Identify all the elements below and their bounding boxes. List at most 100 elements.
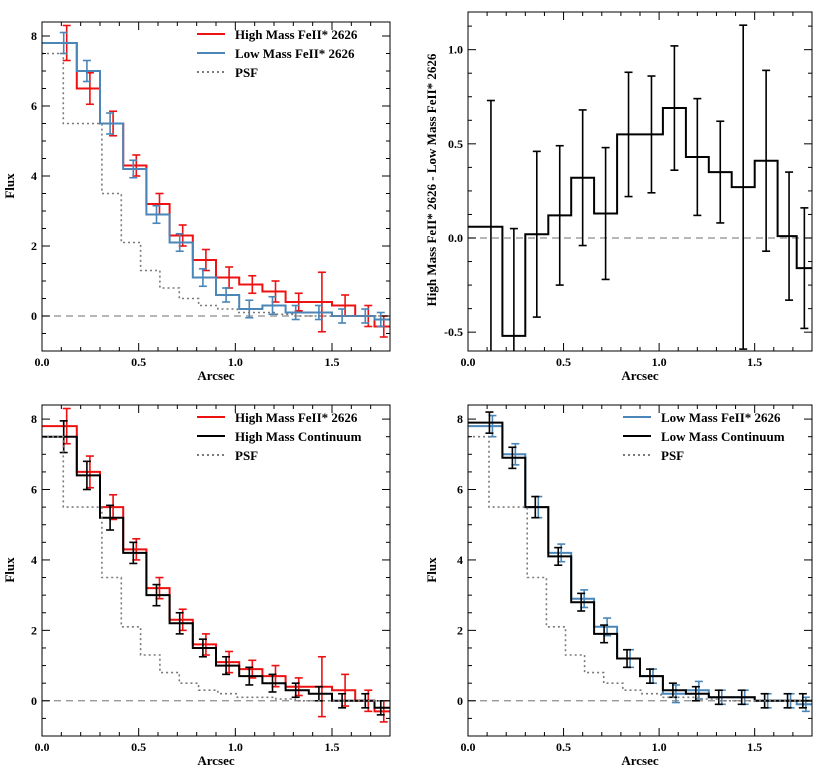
error-bar: [222, 287, 231, 303]
error-bar: [152, 204, 161, 225]
y-tick-label: 2: [457, 623, 463, 637]
legend: High Mass FeII* 2626 High Mass Continuum P…: [197, 410, 362, 463]
legend: Low Mass FeII* 2626 Low Mass Continuum PSF: [623, 410, 785, 463]
y-axis-label: High Mass FeII* 2626 - Low Mass FeII* 26…: [424, 53, 439, 306]
error-bar: [647, 75, 656, 194]
error-bar: [106, 112, 115, 135]
plot-frame: [467, 11, 813, 352]
error-bar: [555, 144, 564, 286]
error-bar: [198, 638, 207, 658]
error-bar: [338, 308, 347, 324]
legend-label-low-mass-continuum: Low Mass Continuum: [661, 429, 785, 444]
x-tick-label: 1.0: [228, 740, 243, 754]
y-tick-label: 6: [457, 483, 463, 497]
y-tick-label: 0.0: [448, 231, 463, 245]
data-layer: [468, 24, 812, 351]
legend-label-high-mass-continuum: High Mass Continuum: [235, 429, 362, 444]
error-bar: [248, 274, 257, 295]
error-bar: [600, 624, 609, 644]
error-bar: [716, 120, 725, 224]
error-bar: [291, 682, 300, 699]
error-bar: [361, 692, 370, 709]
error-bar: [578, 109, 587, 247]
x-axis-label: Arcsec: [621, 753, 659, 768]
panel-bottom-left: 0.0 0.5 1.0 1.5 0 2 4 6 8 Arcsec Flux High Mass FeI…: [2, 404, 391, 768]
y-tick-label: 8: [457, 412, 463, 426]
series-line-low-mass-feii-2626: [42, 42, 390, 321]
error-bar: [291, 304, 300, 321]
legend-label-psf: PSF: [661, 448, 684, 463]
error-bar: [175, 232, 184, 253]
y-tick-label: 0.5: [448, 137, 463, 151]
error-bar: [691, 685, 700, 702]
error-bar: [783, 692, 792, 709]
y-tick-label: 0: [31, 694, 37, 708]
error-bar: [129, 541, 138, 565]
error-bar: [82, 460, 91, 491]
error-bar: [175, 611, 184, 635]
y-axis-label: Flux: [2, 557, 17, 583]
panel-top-left: 0.0 0.5 1.0 1.5 0 2 4 6 8 Arcsec Flux High Mass FeI…: [2, 21, 391, 383]
y-tick-label: 4: [31, 553, 37, 567]
error-bar: [693, 97, 702, 217]
x-tick-label: 1.5: [747, 740, 762, 754]
series-line-difference: [468, 107, 812, 337]
error-bar: [798, 692, 807, 709]
error-bar: [106, 504, 115, 531]
error-bar: [601, 146, 610, 281]
y-tick-label: 6: [31, 99, 37, 113]
series-difference: [468, 24, 812, 351]
error-bar: [577, 592, 586, 612]
legend-label-low-mass-feii-2626: Low Mass FeII* 2626: [235, 46, 355, 61]
x-tick-label: 0.0: [461, 740, 476, 754]
error-bar: [314, 304, 323, 321]
x-tick-label: 1.5: [325, 740, 340, 754]
y-axis-label: Flux: [2, 173, 17, 199]
error-bar: [486, 99, 495, 351]
y-tick-label: 8: [31, 412, 37, 426]
error-bar: [152, 583, 161, 607]
plot-frame: [41, 404, 391, 737]
x-tick-label: 1.0: [228, 355, 243, 369]
series-high-mass-feii-2626: [42, 407, 390, 723]
series-psf: [42, 52, 390, 317]
x-tick-label: 1.0: [652, 740, 667, 754]
legend: High Mass FeII* 2626 Low Mass FeII* 2626 P…: [197, 27, 358, 80]
legend-label-high-mass-feii-2626: High Mass FeII* 2626: [235, 27, 358, 42]
series-low-mass-continuum: [468, 411, 812, 709]
error-bar: [268, 295, 277, 316]
error-bar: [737, 689, 746, 706]
legend-label-low-mass-feii-2626: Low Mass FeII* 2626: [661, 410, 781, 425]
error-bar: [82, 59, 91, 83]
x-tick-label: 0.5: [131, 740, 146, 754]
x-axis-label: Arcsec: [197, 368, 235, 383]
series-psf: [42, 435, 390, 702]
error-bar: [762, 69, 771, 252]
series-low-mass-feii-2626: [42, 31, 390, 328]
x-tick-label: 0.5: [131, 355, 146, 369]
panel-bottom-right: 0.0 0.5 1.0 1.5 0 2 4 6 8 Arcsec Flux Low Mass FeII…: [424, 404, 813, 768]
x-tick-label: 0.0: [461, 355, 476, 369]
y-tick-label: 1.0: [448, 43, 463, 57]
series-line-psf: [42, 435, 390, 702]
x-tick-label: 1.5: [747, 355, 762, 369]
data-layer: [42, 24, 390, 338]
x-tick-label: 0.5: [556, 355, 571, 369]
data-layer: [42, 407, 390, 723]
error-bar: [338, 692, 347, 709]
series-line-high-mass-continuum: [42, 435, 390, 709]
x-axis-label: Arcsec: [621, 368, 659, 383]
series-line-high-mass-feii-2626: [42, 425, 390, 713]
y-tick-label: 2: [31, 623, 37, 637]
series-high-mass-continuum: [42, 420, 390, 716]
error-bar: [222, 655, 231, 676]
y-tick-label: 6: [31, 483, 37, 497]
error-bar: [739, 24, 748, 350]
error-bar: [508, 446, 517, 470]
error-bar: [554, 546, 563, 567]
error-bar: [509, 227, 518, 351]
series-line-psf: [42, 52, 390, 317]
